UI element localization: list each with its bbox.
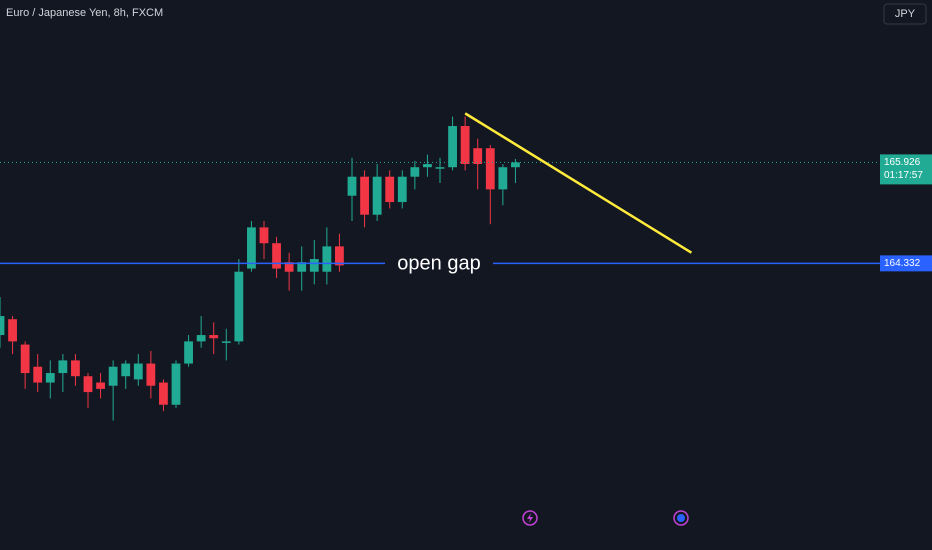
candle-body bbox=[460, 126, 470, 165]
candle-body bbox=[108, 366, 118, 386]
candle-body bbox=[284, 262, 294, 272]
candle-body bbox=[184, 341, 193, 364]
candle-body bbox=[309, 259, 319, 272]
candle-body bbox=[397, 176, 407, 203]
candle-body bbox=[410, 167, 420, 177]
candle-body bbox=[96, 382, 105, 389]
candle-body bbox=[8, 319, 17, 342]
candle-body bbox=[20, 344, 30, 374]
candle-body bbox=[347, 176, 357, 196]
chart-title: Euro / Japanese Yen, 8h, FXCM bbox=[6, 7, 163, 19]
candle-body bbox=[322, 246, 332, 272]
price-line-label: 164.332 bbox=[884, 258, 921, 269]
candle-body bbox=[473, 148, 483, 165]
event-icon-glyph bbox=[677, 514, 685, 522]
candle-body bbox=[372, 176, 382, 215]
candle-body bbox=[297, 262, 307, 272]
event-icon[interactable] bbox=[522, 510, 538, 526]
candle-body bbox=[498, 167, 508, 190]
currency[interactable]: JPY bbox=[895, 8, 916, 20]
candle-body bbox=[435, 167, 445, 169]
candle-body bbox=[45, 373, 55, 383]
candle-body bbox=[335, 246, 344, 266]
candle-body bbox=[58, 360, 68, 374]
candle-body bbox=[360, 176, 369, 215]
event-icon[interactable] bbox=[673, 510, 689, 526]
annotation: open gap bbox=[397, 253, 480, 275]
last-price-label: 165.926 bbox=[884, 157, 921, 168]
candle-body bbox=[247, 227, 256, 269]
candle-body bbox=[33, 366, 43, 383]
candle-body bbox=[146, 363, 156, 386]
candle-body bbox=[159, 382, 168, 405]
candle-body bbox=[385, 176, 395, 203]
event-icon-glyph bbox=[527, 513, 533, 523]
candle-body bbox=[133, 363, 143, 380]
candle-body bbox=[485, 148, 495, 190]
last-price-box bbox=[880, 154, 932, 185]
candle-body bbox=[209, 335, 219, 339]
candle-body bbox=[71, 360, 80, 377]
candle-body bbox=[171, 363, 181, 405]
candle-body bbox=[448, 126, 457, 168]
candle-body bbox=[121, 363, 131, 377]
countdown: 01:17:57 bbox=[884, 170, 923, 181]
trend-line bbox=[464, 112, 693, 254]
candle-body bbox=[423, 164, 432, 168]
candle-body bbox=[259, 227, 269, 244]
candle-body bbox=[83, 376, 93, 393]
currency-box[interactable] bbox=[883, 3, 927, 25]
candle-body bbox=[196, 335, 206, 342]
candle-body bbox=[234, 271, 244, 342]
candle-body bbox=[511, 162, 520, 168]
price-line-label-box bbox=[880, 255, 932, 272]
candle-body bbox=[272, 243, 281, 269]
candle-body bbox=[0, 316, 5, 336]
candle-body bbox=[221, 341, 231, 343]
